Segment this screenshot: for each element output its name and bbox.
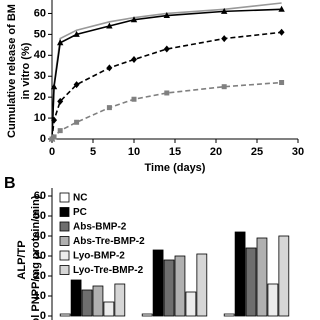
marker	[50, 83, 58, 90]
legend-label: NC	[73, 193, 87, 204]
marker	[106, 22, 113, 29]
marker	[106, 105, 112, 111]
series-line	[51, 8, 282, 140]
marker	[73, 81, 80, 89]
x-tick-label: 5	[90, 146, 96, 158]
y-tick-label: 50	[34, 210, 46, 222]
marker	[57, 97, 64, 105]
y-axis-label: ALP/TP	[16, 240, 28, 279]
bar	[163, 259, 175, 317]
legend-swatch	[59, 192, 70, 203]
y-tick-label: 10	[34, 112, 46, 124]
y-axis-label: in vitro (%)	[20, 42, 32, 99]
bar	[103, 301, 115, 317]
y-tick-label: 20	[34, 270, 46, 282]
bar	[92, 285, 104, 317]
marker	[221, 7, 228, 14]
bar	[256, 237, 268, 317]
legend-swatch	[59, 221, 70, 232]
y-tick-label: 40	[34, 230, 46, 242]
bar	[141, 313, 153, 317]
y-tick-label: 0	[40, 133, 46, 145]
bar	[81, 289, 93, 317]
x-tick-label: 25	[251, 146, 263, 158]
x-tick-label: 15	[169, 146, 181, 158]
marker	[73, 30, 80, 37]
legend-swatch	[59, 236, 70, 246]
x-tick-label: 0	[49, 146, 55, 158]
marker	[57, 39, 64, 46]
marker	[130, 16, 138, 23]
marker	[278, 5, 285, 12]
marker	[51, 134, 57, 140]
bar	[70, 279, 82, 317]
y-tick-label: 20	[34, 91, 46, 103]
bar	[223, 313, 235, 317]
bar	[59, 313, 71, 317]
marker	[163, 12, 170, 19]
marker	[164, 90, 170, 96]
marker	[163, 45, 170, 53]
bar	[114, 283, 126, 317]
marker	[51, 116, 58, 124]
panel-label: B	[4, 175, 16, 192]
marker	[131, 96, 137, 102]
y-tick-label: 40	[34, 49, 46, 61]
bar	[267, 283, 279, 317]
legend-label: PC	[73, 207, 87, 218]
y-tick-label: 10	[34, 290, 46, 302]
legend-label: Lyo-BMP-2	[73, 251, 125, 262]
y-tick-label: 60	[34, 7, 46, 19]
marker	[74, 119, 80, 125]
x-tick-label: 10	[128, 146, 140, 158]
bar	[196, 253, 208, 317]
bar	[174, 255, 186, 317]
x-axis-label: Time (days)	[145, 162, 206, 174]
y-tick-label: 30	[34, 70, 46, 82]
y-tick-label: 50	[34, 28, 46, 40]
legend-swatch	[59, 265, 70, 275]
legend-label: Abs-BMP-2	[73, 222, 127, 233]
marker	[279, 80, 285, 86]
bar	[245, 247, 257, 317]
legend-swatch	[59, 250, 70, 261]
marker	[278, 28, 285, 36]
y-axis-label: ol PNPP/mg protein/min)	[30, 195, 42, 320]
marker	[57, 128, 63, 134]
y-axis-label: Cumulative release of BM	[6, 4, 18, 138]
bar	[152, 249, 164, 317]
y-tick-label: 30	[34, 250, 46, 262]
marker	[221, 35, 228, 43]
bar	[278, 235, 290, 317]
x-tick-label: 20	[210, 146, 222, 158]
marker	[221, 84, 227, 90]
x-tick-label: 30	[292, 146, 304, 158]
marker	[106, 64, 113, 72]
bar	[234, 231, 246, 317]
legend-label: Abs-Tre-BMP-2	[73, 236, 145, 247]
marker	[131, 55, 137, 63]
legend-swatch	[59, 207, 70, 217]
y-tick-label: 60	[34, 190, 46, 202]
bar	[185, 291, 197, 317]
y-tick-label: 0	[40, 310, 46, 320]
legend-label: Lyo-Tre-BMP-2	[73, 265, 144, 276]
